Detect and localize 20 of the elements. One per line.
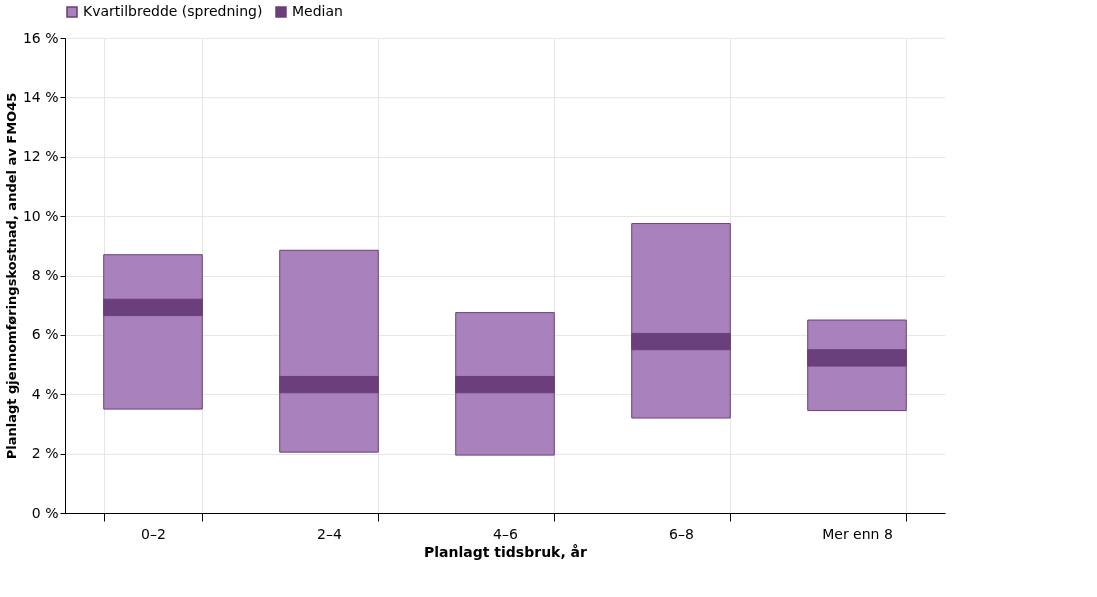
y-tick-label: 2 % [31,445,59,462]
y-tick-label: 6 % [31,326,59,343]
bar [631,223,731,419]
x-axis-title: Planlagt tidsbruk, år [424,543,588,560]
y-tick-label: 10 % [22,207,59,224]
y-axis-title: Planlagt gjennomføringskostnad, andel av FMO45 [3,92,19,460]
y-tick-label: 0 % [31,504,59,521]
y-tick-label: 8 % [31,267,59,283]
y-tick-label: 16 % [22,29,59,46]
x-tick-label: Mer enn 8 [822,525,893,542]
legend-label: Median [292,3,343,19]
x-tick-label: 4–6 [493,525,518,542]
x-tick-label: 2–4 [317,525,342,542]
y-tick-label: 14 % [22,88,59,105]
bar [279,249,379,453]
y-tick-label: 4 % [31,385,59,402]
y-tick-label: 12 % [22,148,59,165]
x-tick-label: 0–2 [141,525,166,542]
legend-label: Kvartilbredde (spredning) [83,3,263,19]
x-tick-label: 6–8 [669,525,694,542]
